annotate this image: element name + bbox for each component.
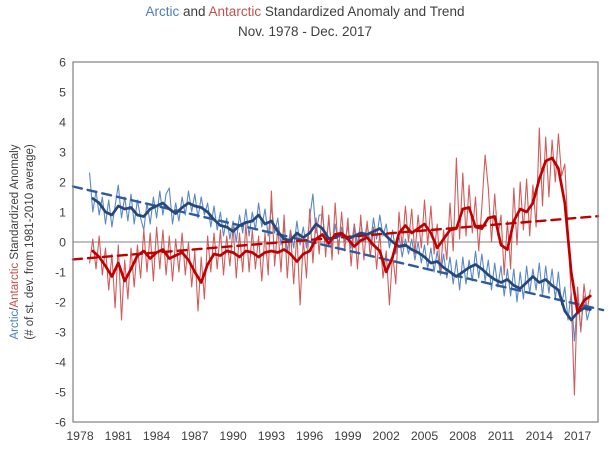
x-tick-label: 2014 xyxy=(526,429,554,443)
x-tick-label: 2002 xyxy=(373,429,401,443)
x-tick-label: 1990 xyxy=(219,429,247,443)
antarctic-monthly-line xyxy=(89,127,591,396)
x-tick-label: 1978 xyxy=(66,429,94,443)
x-tick-label: 1981 xyxy=(105,429,133,443)
x-tick-label: 1999 xyxy=(334,429,362,443)
y-tick-label: -6 xyxy=(55,415,66,429)
x-tick-label: 1996 xyxy=(296,429,324,443)
title-arctic: Arctic xyxy=(145,4,180,19)
y-tick-label: -5 xyxy=(55,385,66,399)
y-tick-label: 2 xyxy=(59,175,66,189)
y-tick-label: -2 xyxy=(55,295,66,309)
plot-border xyxy=(72,61,599,423)
x-tick-label: 2011 xyxy=(488,429,515,443)
y-tick-label: 3 xyxy=(59,145,66,159)
y-tick-label: -4 xyxy=(55,355,66,369)
chart-subtitle: Nov. 1978 - Dec. 2017 xyxy=(237,24,373,39)
x-tick-label: 1993 xyxy=(258,429,286,443)
y-tick-label: 4 xyxy=(59,115,66,129)
x-tick-label: 1987 xyxy=(181,429,209,443)
x-tick-label: 2005 xyxy=(411,429,439,443)
x-tick-label: 2008 xyxy=(449,429,477,443)
y-tick-label: 1 xyxy=(59,205,66,219)
antarctic-smoothed-line xyxy=(91,156,592,314)
title-rest: Standardized Anomaly and Trend xyxy=(261,4,465,19)
title-and: and xyxy=(179,4,209,19)
y-tick-label: 0 xyxy=(59,235,66,249)
title-antarctic: Antarctic xyxy=(208,4,262,19)
x-tick-label: 2017 xyxy=(564,429,592,443)
y-tick-label: -1 xyxy=(55,265,66,279)
y-tick-label: -3 xyxy=(55,325,66,339)
chart-title: Arctic and Antarctic Standardized Anomal… xyxy=(0,4,610,19)
y-tick-label: 6 xyxy=(59,55,66,69)
x-tick-label: 1984 xyxy=(143,429,171,443)
y-tick-label: 5 xyxy=(59,85,66,99)
arctic-trend-line xyxy=(71,185,605,312)
